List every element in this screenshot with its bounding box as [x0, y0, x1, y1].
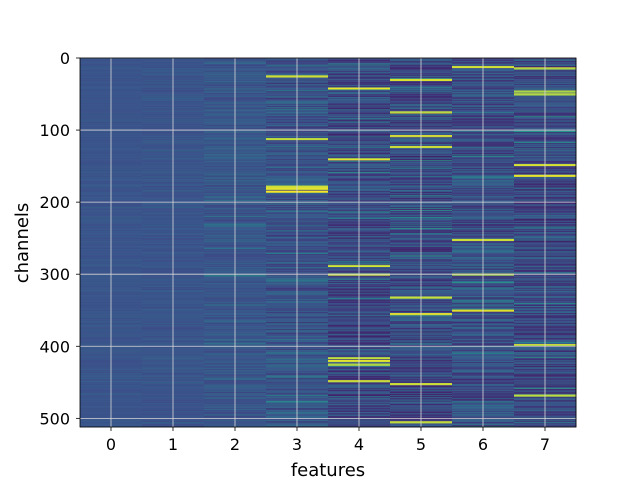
y-axis-label: channels	[12, 203, 33, 284]
x-tick-label: 5	[416, 435, 426, 454]
x-tick-label: 0	[106, 435, 116, 454]
x-tick-label: 7	[540, 435, 550, 454]
y-tick-label: 200	[39, 193, 70, 212]
y-tick-label: 400	[39, 337, 70, 356]
x-axis: 0 1 2 3 4 5 6 7	[106, 427, 550, 454]
y-tick-label: 300	[39, 265, 70, 284]
x-tick-label: 6	[478, 435, 488, 454]
x-tick-label: 3	[292, 435, 302, 454]
heatmap-cells	[80, 58, 577, 428]
y-tick-label: 0	[60, 49, 70, 68]
y-tick-label: 500	[39, 409, 70, 428]
x-axis-label: features	[291, 460, 365, 480]
y-axis: 0 100 200 300 400 500	[39, 49, 80, 428]
grid-lines	[80, 57, 576, 427]
y-tick-label: 100	[39, 121, 70, 140]
plot-frame	[79, 57, 577, 428]
x-tick-label: 4	[354, 435, 364, 454]
x-tick-label: 1	[168, 435, 178, 454]
x-tick-label: 2	[230, 435, 240, 454]
